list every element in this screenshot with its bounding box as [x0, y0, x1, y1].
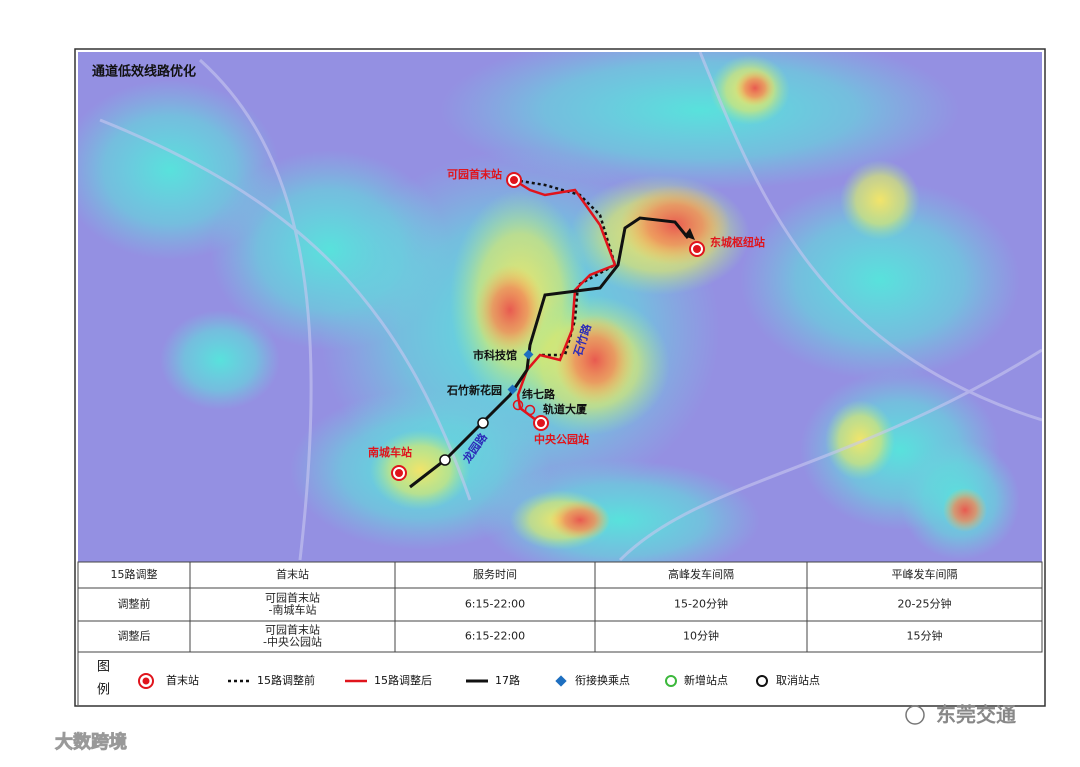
table-grid [77, 561, 1043, 705]
arrow [684, 228, 695, 240]
table-cell: 调整后 [118, 629, 151, 643]
legend-item: 首末站 [166, 673, 199, 687]
place-label: 纬七路 [522, 387, 556, 401]
table-header: 15路调整 [111, 567, 158, 581]
table-cell: 可园首末站 [265, 623, 320, 637]
legend-title: 例 [97, 683, 110, 698]
legend-icon [142, 677, 150, 685]
legend-item: 17路 [495, 674, 520, 687]
legend-item: 15路调整前 [257, 673, 315, 687]
legend-item: 衔接换乘点 [575, 673, 630, 687]
new-station [512, 399, 524, 411]
table-cell: 15-20分钟 [674, 597, 728, 611]
table-cell: -南城车站 [269, 603, 317, 617]
place-label: 中央公园站 [534, 432, 589, 446]
table-cell: 可园首末站 [265, 591, 320, 605]
transfer-point [523, 349, 534, 360]
legend-title: 图 [97, 660, 110, 675]
table-header: 首末站 [276, 567, 309, 581]
table-cell: 20-25分钟 [898, 597, 952, 611]
table-header: 服务时间 [473, 568, 517, 581]
place-label: 石竹新花园 [446, 383, 502, 397]
transfer-point [507, 384, 518, 395]
route-15-before [513, 178, 617, 357]
place-label: 市科技馆 [473, 348, 517, 362]
cancelled-station [477, 417, 489, 429]
legend-icon [555, 675, 567, 687]
table-cell: 调整前 [118, 597, 151, 611]
table-cell: -中央公园站 [263, 635, 322, 649]
watermark-icon [905, 705, 925, 725]
table-cell: 6:15-22:00 [465, 598, 525, 611]
terminals [391, 172, 705, 481]
table-header: 平峰发车间隔 [892, 567, 958, 581]
cancelled-station [439, 454, 451, 466]
table-cell: 15分钟 [907, 629, 943, 643]
watermark: 大数跨境 [55, 731, 127, 753]
legend-item: 取消站点 [776, 673, 820, 687]
place-label: 东城枢纽站 [710, 235, 765, 249]
table-header: 高峰发车间隔 [668, 567, 734, 581]
watermark: 东莞交通 [936, 703, 1016, 727]
place-label: 可园首末站 [447, 167, 502, 181]
place-label: 轨道大厦 [543, 402, 588, 416]
legend-item: 新增站点 [684, 673, 728, 687]
map-title: 通道低效线路优化 [92, 64, 196, 80]
place-label: 南城车站 [368, 445, 412, 459]
legend-icon [665, 675, 677, 687]
legend-icon [756, 675, 768, 687]
new-station [524, 404, 536, 416]
heatmap [78, 52, 1042, 562]
legend-item: 15路调整后 [374, 673, 432, 687]
table-cell: 10分钟 [683, 629, 719, 643]
table-cell: 6:15-22:00 [465, 630, 525, 643]
